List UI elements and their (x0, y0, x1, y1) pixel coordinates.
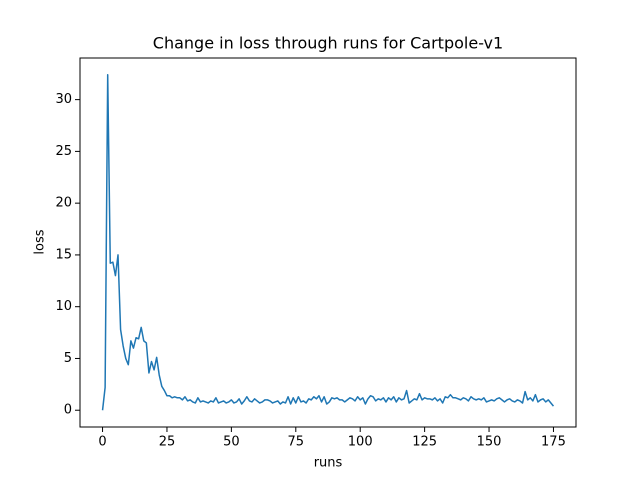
x-tick-label: 150 (477, 435, 502, 450)
x-tick-label: 125 (412, 435, 437, 450)
x-tick-label: 0 (98, 435, 106, 450)
x-axis-label: runs (314, 456, 343, 471)
plot-frame (79, 57, 577, 428)
y-tick-label: 10 (55, 299, 72, 314)
y-tick-label: 20 (55, 196, 72, 211)
chart-title: Change in loss through runs for Cartpole… (153, 34, 503, 53)
y-tick-label: 25 (55, 144, 72, 159)
x-tick-label: 50 (223, 435, 240, 450)
y-tick-label: 5 (64, 351, 72, 366)
x-tick-label: 100 (348, 435, 373, 450)
y-tick-label: 0 (64, 403, 72, 418)
y-tick-label: 30 (55, 92, 72, 107)
y-tick-label: 15 (55, 247, 72, 262)
y-axis-label: loss (33, 229, 48, 254)
x-tick-label: 75 (288, 435, 305, 450)
x-tick-label: 175 (541, 435, 566, 450)
x-tick-label: 25 (159, 435, 176, 450)
data-line (101, 74, 555, 411)
